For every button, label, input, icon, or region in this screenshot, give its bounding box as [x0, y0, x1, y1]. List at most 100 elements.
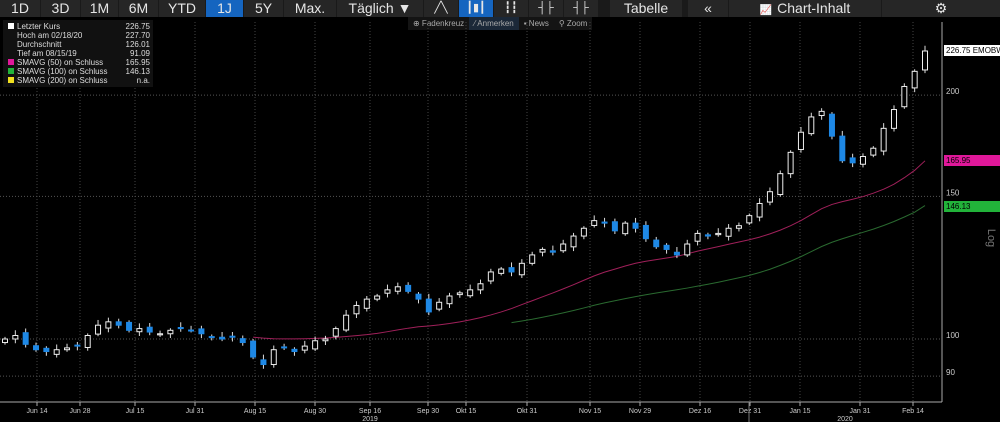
legend-row: Letzter Kurs 226.75: [6, 22, 150, 31]
collapse-button[interactable]: «: [688, 0, 728, 17]
bar-chart-icon[interactable]: ┇┇: [494, 0, 528, 17]
legend-value: 146.13: [125, 67, 150, 76]
x-tick-label: Nov 15: [579, 408, 601, 415]
candle: [343, 309, 350, 333]
candle: [405, 282, 412, 294]
candle: [177, 322, 184, 332]
candle: [198, 325, 205, 339]
candle: [95, 319, 102, 337]
candle: [611, 218, 618, 235]
range-5y-button[interactable]: 5Y: [244, 0, 283, 17]
x-tick-label: Jun 14: [26, 408, 47, 415]
candle: [632, 217, 639, 233]
legend-swatch: [8, 68, 14, 74]
year-label: 2020: [837, 416, 853, 422]
spacer: [599, 0, 609, 17]
candle: [735, 222, 742, 232]
x-tick-label: Feb 14: [902, 408, 924, 415]
candle: [157, 330, 164, 337]
legend-row: SMAVG (200) on Schluss n.a.: [6, 76, 150, 85]
candle: [332, 326, 339, 340]
range-1j-button[interactable]: 1J: [206, 0, 243, 17]
tool-fadenkreuz[interactable]: ⊕ Fadenkreuz: [413, 19, 465, 28]
legend-row: Durchschnitt 126.01: [6, 40, 150, 49]
chart-content-button[interactable]: 📈 Chart-Inhalt: [729, 0, 881, 17]
legend-value: 91.09: [129, 49, 150, 58]
legend-label: Hoch am 02/18/20: [17, 31, 83, 40]
x-tick-label: Aug 30: [304, 408, 326, 415]
x-tick-label: Jul 15: [126, 408, 145, 415]
candle: [560, 239, 567, 253]
candle: [922, 45, 928, 74]
candlestick-icon[interactable]: ┃▮┃: [459, 0, 493, 17]
candle: [105, 317, 112, 333]
range-1m-button[interactable]: 1M: [81, 0, 118, 17]
hlc-icon[interactable]: ┤├: [529, 0, 563, 17]
candle: [911, 69, 918, 93]
legend-label: SMAVG (100) on Schluss: [17, 67, 108, 76]
candle: [188, 325, 195, 333]
table-button[interactable]: Tabelle: [610, 0, 682, 17]
range-3d-button[interactable]: 3D: [41, 0, 80, 17]
legend-label: SMAVG (50) on Schluss: [17, 58, 104, 67]
candle: [84, 333, 91, 351]
candle: [456, 290, 463, 298]
candle: [43, 346, 50, 356]
candle: [777, 170, 784, 197]
interval-dropdown[interactable]: Täglich ▼: [337, 0, 423, 17]
line-chart-icon[interactable]: ╱╲: [424, 0, 458, 17]
x-tick-label: Aug 15: [244, 408, 266, 415]
legend-swatch: [8, 50, 14, 56]
legend-swatch: [8, 32, 14, 38]
tool-anmerken[interactable]: ⁄ Anmerken: [469, 17, 519, 30]
toolbar: 1D 3D 1M 6M YTD 1J 5Y Max. Täglich ▼ ╱╲ ┃▮┃ ┇┇ ┤├ ┤├ T…: [0, 0, 1000, 17]
candle: [425, 293, 432, 316]
legend-value: n.a.: [136, 76, 150, 85]
x-tick-label: Nov 29: [629, 408, 651, 415]
candle: [529, 251, 536, 266]
tool-news[interactable]: ▪ News: [523, 19, 549, 28]
settings-gear-icon[interactable]: ⚙: [882, 0, 1000, 17]
legend-label: Letzter Kurs: [17, 22, 61, 31]
candle: [374, 293, 381, 302]
candle: [601, 217, 608, 228]
candle: [725, 224, 732, 241]
candle: [64, 343, 71, 352]
candle: [508, 262, 515, 277]
candle: [539, 247, 546, 257]
range-6m-button[interactable]: 6M: [119, 0, 158, 17]
candle: [167, 328, 174, 339]
candle: [901, 83, 908, 109]
candle: [353, 301, 360, 319]
range-1d-button[interactable]: 1D: [0, 0, 40, 17]
y-tick-label: 100: [946, 331, 960, 340]
candle: [673, 247, 680, 259]
legend-label: Durchschnitt: [17, 40, 62, 49]
candle: [384, 284, 391, 298]
y-tick-label: 90: [946, 368, 955, 377]
candle: [653, 236, 660, 249]
candle: [890, 105, 897, 132]
legend-swatch: [8, 59, 14, 65]
legend-value: 165.95: [125, 58, 150, 67]
y-tick-label: 150: [946, 188, 960, 197]
candle: [270, 345, 277, 368]
candle: [219, 332, 226, 342]
candle: [746, 213, 753, 226]
range-ytd-button[interactable]: YTD: [159, 0, 205, 17]
x-tick-label: Dez 31: [739, 408, 761, 415]
candle: [446, 292, 453, 308]
candle: [74, 341, 81, 351]
tool-zoom[interactable]: ⚲ Zoom: [558, 19, 588, 28]
candle: [146, 323, 153, 336]
candle: [22, 328, 29, 348]
candle: [704, 232, 711, 240]
candle: [415, 292, 422, 304]
ohlc-icon[interactable]: ┤├: [564, 0, 598, 17]
candle: [477, 279, 484, 295]
candle: [436, 298, 443, 312]
log-scale-label: Log: [985, 228, 998, 248]
sma-line: [253, 160, 926, 340]
range-max-button[interactable]: Max.: [284, 0, 336, 17]
